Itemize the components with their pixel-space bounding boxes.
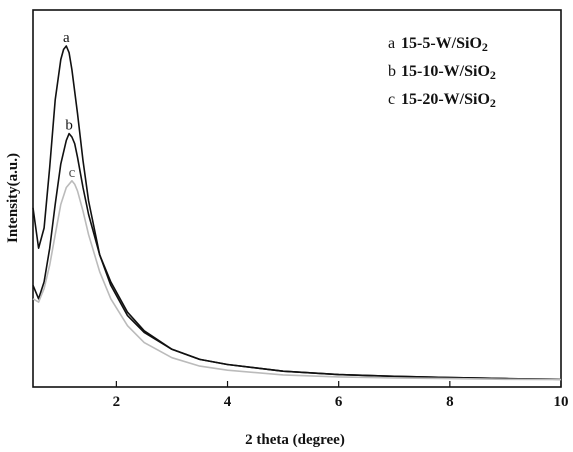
legend-letter-b: b	[388, 63, 396, 80]
legend-entry-a: 15-5-W/SiO2	[401, 35, 488, 54]
x-tick-label: 8	[446, 394, 454, 410]
peak-labels: a b c	[63, 30, 76, 181]
x-tick-label: 10	[554, 394, 569, 410]
x-axis-ticks: 2 4 6 8 10	[113, 381, 569, 410]
legend: a 15-5-W/SiO2 b 15-10-W/SiO2 c 15-20-W/SiO2	[388, 35, 496, 110]
x-tick-label: 6	[335, 394, 343, 410]
x-axis-title: 2 theta (degree)	[245, 432, 345, 448]
legend-entry-c: 15-20-W/SiO2	[401, 91, 496, 110]
x-tick-label: 2	[113, 394, 121, 410]
series-curves	[32, 45, 562, 381]
legend-letter-c: c	[388, 91, 395, 108]
legend-entry-b: 15-10-W/SiO2	[401, 63, 496, 82]
peak-label-a: a	[63, 30, 70, 46]
legend-letter-a: a	[388, 35, 395, 52]
series-line-c	[32, 180, 562, 381]
peak-label-c: c	[69, 165, 76, 181]
peak-label-b: b	[65, 118, 73, 134]
x-tick-label: 4	[224, 394, 232, 410]
plot-frame	[32, 9, 562, 388]
y-axis-title: Intensity(a.u.)	[5, 153, 21, 243]
series-line-b	[32, 132, 562, 381]
